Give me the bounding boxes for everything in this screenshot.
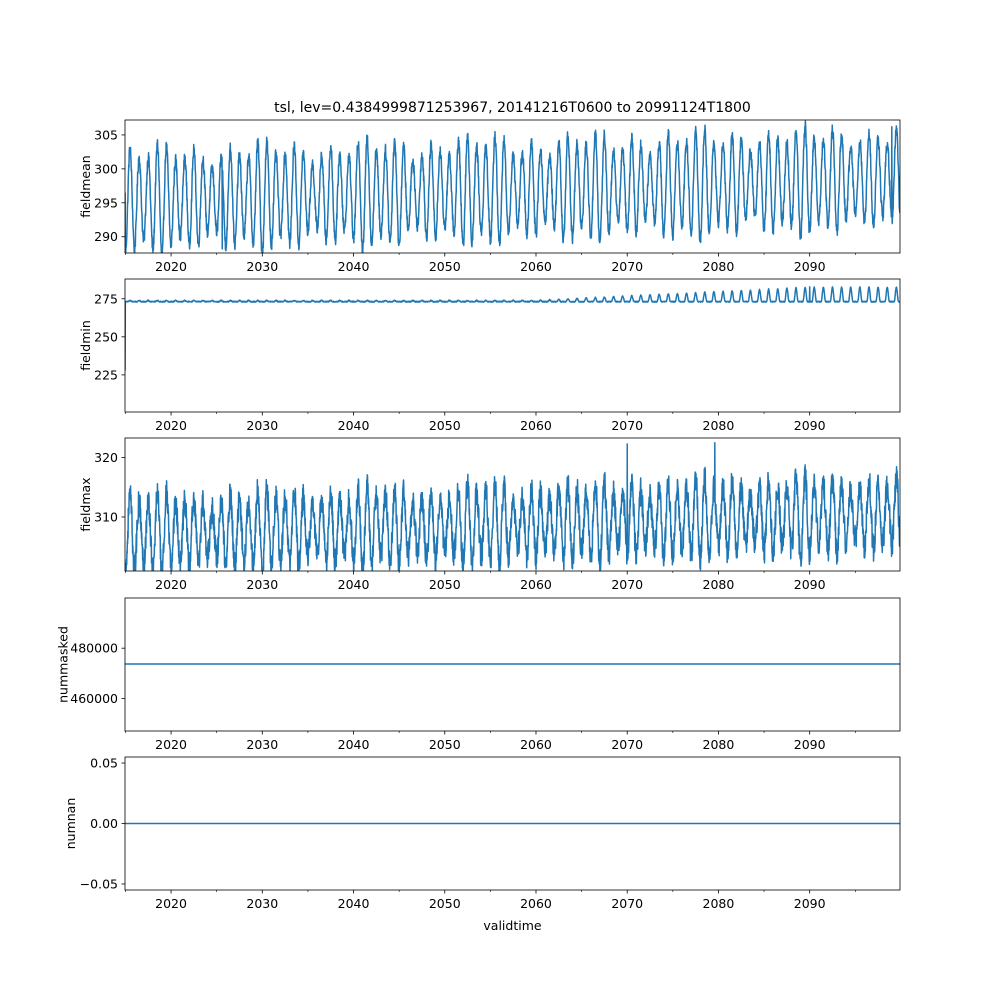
x-tick-label: 2080 bbox=[703, 577, 735, 592]
y-axis-label: numnan bbox=[63, 798, 78, 850]
x-tick-label: 2090 bbox=[794, 418, 826, 433]
x-tick-label: 2020 bbox=[155, 418, 187, 433]
y-tick-label: 0.05 bbox=[90, 756, 118, 771]
subplot-numnan: 2020 2030 2040 2050 2060 2070 2080 2090 −0.05 0.0… bbox=[63, 756, 901, 933]
subplot-fieldmin: 2020 2030 2040 2050 2060 2070 2080 2090 225 250 27… bbox=[78, 278, 901, 433]
x-tick-label: 2080 bbox=[703, 896, 735, 911]
x-tick-label: 2050 bbox=[429, 259, 461, 274]
y-axis-label: fieldmax bbox=[78, 477, 93, 531]
x-tick-label: 2070 bbox=[611, 896, 643, 911]
x-tick-label: 2020 bbox=[155, 737, 187, 752]
x-tick-label: 2020 bbox=[155, 896, 187, 911]
subplots: 2020 2030 2040 2050 2060 2070 2080 2090 290 295 30… bbox=[55, 119, 901, 933]
x-tick-label: 2040 bbox=[338, 418, 370, 433]
x-tick-label: 2030 bbox=[246, 737, 278, 752]
y-tick-label: 310 bbox=[94, 509, 118, 524]
x-tick-label: 2030 bbox=[246, 577, 278, 592]
y-axis-label: fieldmin bbox=[78, 320, 93, 371]
x-tick-label: 2020 bbox=[155, 259, 187, 274]
x-tick-label: 2060 bbox=[520, 577, 552, 592]
x-tick-label: 2050 bbox=[429, 418, 461, 433]
y-tick-label: 480000 bbox=[70, 641, 118, 656]
x-tick-label: 2040 bbox=[338, 896, 370, 911]
x-tick-label: 2040 bbox=[338, 737, 370, 752]
x-tick-label: 2070 bbox=[611, 259, 643, 274]
x-tick-label: 2080 bbox=[703, 737, 735, 752]
series-line-fieldmean bbox=[125, 120, 900, 253]
x-tick-label: 2080 bbox=[703, 418, 735, 433]
x-tick-label: 2060 bbox=[520, 737, 552, 752]
y-tick-label: 290 bbox=[94, 229, 118, 244]
y-tick-label: 275 bbox=[94, 291, 118, 306]
x-tick-label: 2080 bbox=[703, 259, 735, 274]
x-tick-label: 2070 bbox=[611, 577, 643, 592]
axes-frame-fieldmean bbox=[124, 119, 901, 254]
x-tick-label: 2060 bbox=[520, 259, 552, 274]
x-tick-label: 2090 bbox=[794, 259, 826, 274]
x-tick-label: 2040 bbox=[338, 577, 370, 592]
axes-frame-fieldmin bbox=[124, 278, 901, 413]
x-tick-label: 2030 bbox=[246, 418, 278, 433]
x-tick-label: 2060 bbox=[520, 418, 552, 433]
x-tick-label: 2020 bbox=[155, 577, 187, 592]
x-tick-label: 2090 bbox=[794, 577, 826, 592]
figure-title: tsl, lev=0.4384999871253967, 20141216T06… bbox=[274, 100, 751, 116]
x-axis-label: validtime bbox=[483, 918, 541, 933]
y-tick-label: 320 bbox=[94, 450, 118, 465]
axes-frame-fieldmax bbox=[124, 437, 901, 572]
x-tick-label: 2050 bbox=[429, 737, 461, 752]
series-line-fieldmax bbox=[125, 442, 900, 571]
x-tick-label: 2060 bbox=[520, 896, 552, 911]
x-tick-label: 2070 bbox=[611, 418, 643, 433]
y-tick-label: 295 bbox=[94, 195, 118, 210]
y-tick-label: 250 bbox=[94, 329, 118, 344]
y-axis-label: nummasked bbox=[55, 626, 70, 703]
y-tick-label: 460000 bbox=[70, 691, 118, 706]
x-tick-label: 2090 bbox=[794, 737, 826, 752]
x-tick-label: 2090 bbox=[794, 896, 826, 911]
subplot-fieldmax: 2020 2030 2040 2050 2060 2070 2080 2090 310 320fi… bbox=[78, 437, 901, 592]
x-tick-label: 2050 bbox=[429, 896, 461, 911]
axes-frame-nummasked bbox=[124, 597, 901, 732]
y-tick-label: −0.05 bbox=[80, 876, 118, 891]
y-tick-label: 300 bbox=[94, 161, 118, 176]
series-line-fieldmin bbox=[125, 286, 900, 372]
subplot-nummasked: 2020 2030 2040 2050 2060 2070 2080 2090 460000 48… bbox=[55, 597, 901, 752]
x-tick-label: 2070 bbox=[611, 737, 643, 752]
subplot-fieldmean: 2020 2030 2040 2050 2060 2070 2080 2090 290 295 30… bbox=[78, 119, 901, 274]
x-tick-label: 2040 bbox=[338, 259, 370, 274]
y-tick-label: 305 bbox=[94, 127, 118, 142]
x-tick-label: 2030 bbox=[246, 259, 278, 274]
x-tick-label: 2050 bbox=[429, 577, 461, 592]
y-tick-label: 0.00 bbox=[90, 816, 118, 831]
y-axis-label: fieldmean bbox=[78, 155, 93, 217]
y-tick-label: 225 bbox=[94, 367, 118, 382]
x-tick-label: 2030 bbox=[246, 896, 278, 911]
